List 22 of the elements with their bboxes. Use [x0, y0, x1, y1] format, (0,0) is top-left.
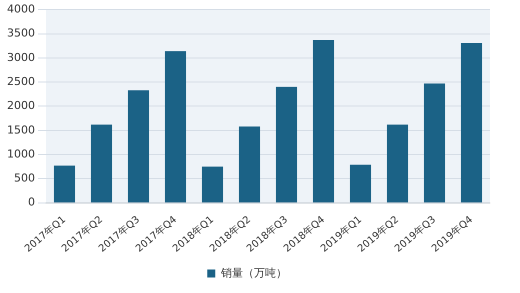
bar [54, 166, 76, 202]
bar [164, 51, 186, 202]
bar [276, 86, 298, 202]
y-tick-label: 500 [14, 172, 35, 185]
bar [202, 166, 224, 202]
bar [90, 124, 112, 202]
y-tick-label: 2000 [6, 99, 35, 112]
y-tick-label: 1000 [6, 147, 35, 160]
bar [238, 126, 260, 202]
bar [128, 90, 150, 202]
bar [386, 124, 408, 202]
y-tick-label: 3500 [6, 26, 35, 40]
bar [312, 40, 334, 202]
bar [460, 42, 482, 202]
y-tick-label: 0 [28, 196, 35, 209]
y-tick-label: 3000 [6, 50, 35, 64]
y-tick-label: 2500 [6, 74, 35, 88]
legend-label: 销量（万吨） [220, 266, 287, 280]
y-tick-label: 4000 [6, 2, 35, 16]
bar [350, 164, 372, 202]
bar [424, 84, 446, 202]
y-tick-label: 1500 [6, 123, 35, 136]
